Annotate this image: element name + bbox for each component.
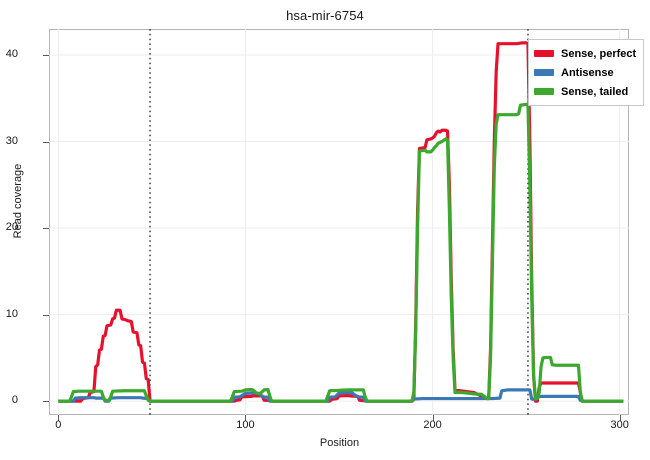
- y-tick-label: 40: [5, 47, 18, 60]
- y-tick-label: 20: [5, 221, 18, 234]
- legend-key-sense-tailed: [532, 83, 556, 100]
- legend-swatch-icon: [534, 69, 554, 76]
- y-tick-label: 0: [11, 394, 18, 407]
- legend-label: Sense, perfect: [561, 47, 637, 60]
- x-tick-label: 0: [55, 419, 62, 431]
- y-tick-label: 30: [5, 134, 18, 147]
- x-tick-mark: [619, 415, 621, 421]
- legend-item[interactable]: Antisense: [532, 63, 640, 82]
- legend-label: Antisense: [561, 66, 614, 79]
- y-axis-title: Read coverage: [12, 163, 24, 239]
- y-tick-mark: [43, 54, 49, 56]
- x-tick-label: 100: [236, 419, 255, 431]
- x-axis-title: Position: [319, 437, 360, 449]
- x-tick-mark: [245, 415, 247, 421]
- legend-swatch-icon: [534, 88, 554, 95]
- y-tick-mark: [43, 314, 49, 316]
- y-tick-mark: [43, 141, 49, 143]
- legend-key-antisense: [532, 64, 556, 81]
- chart-title: hsa-mir-6754: [286, 8, 364, 23]
- legend-item[interactable]: Sense, perfect: [532, 44, 640, 63]
- x-tick-label: 200: [423, 419, 442, 431]
- x-tick-mark: [58, 415, 60, 421]
- legend-key-sense-perfect: [532, 45, 556, 62]
- y-tick-mark: [43, 401, 49, 403]
- legend-swatch-icon: [534, 50, 554, 57]
- y-tick-mark: [43, 228, 49, 230]
- legend: Sense, perfect Antisense Sense, tailed: [528, 39, 645, 106]
- legend-item[interactable]: Sense, tailed: [532, 82, 640, 101]
- x-tick-mark: [432, 415, 434, 421]
- x-tick-label: 300: [610, 419, 629, 431]
- y-tick-label: 10: [5, 307, 18, 320]
- legend-label: Sense, tailed: [561, 85, 629, 98]
